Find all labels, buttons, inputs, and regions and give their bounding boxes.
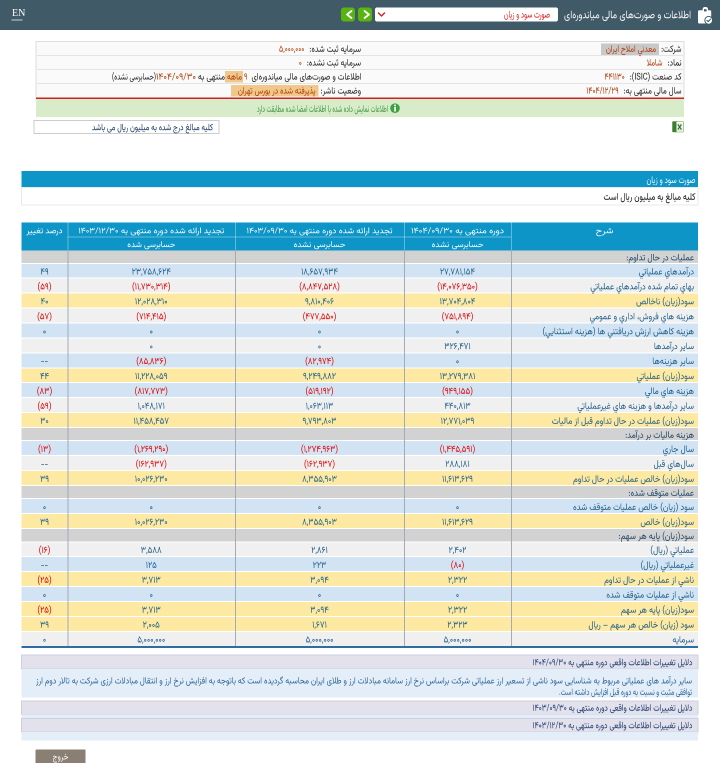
svg-text:EN: EN <box>12 8 25 19</box>
